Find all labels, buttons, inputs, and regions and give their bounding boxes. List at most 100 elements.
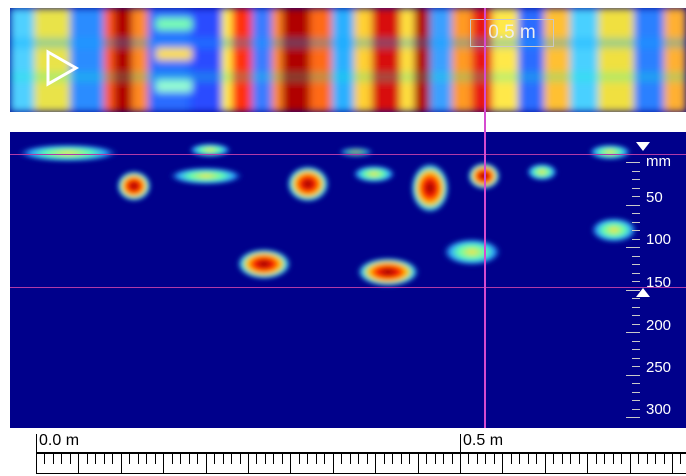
depth-scale-tick: [632, 281, 640, 282]
ruler-minor-tick: [87, 454, 88, 464]
ruler-minor-tick: [375, 454, 376, 473]
depth-scale-tick: [632, 256, 640, 257]
ruler-minor-tick: [36, 454, 37, 473]
depth-label-250: 250: [646, 359, 672, 376]
ruler-minor-tick: [358, 454, 359, 464]
ruler-minor-tick: [519, 454, 520, 464]
ruler-major-tick: [460, 434, 461, 452]
ruler-minor-tick: [587, 454, 588, 473]
ruler-minor-tick: [502, 454, 503, 473]
depth-scale-tick: [632, 409, 640, 410]
depth-scale-tick: [632, 324, 640, 325]
ruler-minor-tick: [189, 454, 190, 464]
ruler-minor-tick: [146, 454, 147, 464]
ruler-minor-tick: [452, 454, 453, 464]
ruler-minor-tick: [528, 454, 529, 464]
depth-scale-tick: [632, 349, 640, 350]
depth-label-50: 50: [646, 189, 663, 206]
depth-scale-tick: [626, 332, 640, 333]
ruler-minor-tick: [613, 454, 614, 464]
ruler-minor-tick: [273, 454, 274, 464]
ruler-minor-tick: [511, 454, 512, 464]
ruler-minor-tick: [121, 454, 122, 473]
depth-scale-tick: [626, 162, 640, 163]
ruler-minor-tick: [180, 454, 181, 464]
depth-scale-tick: [626, 290, 640, 291]
depth-scale-tick: [632, 315, 640, 316]
ruler-minor-tick: [494, 454, 495, 464]
ruler-minor-tick: [426, 454, 427, 464]
ruler-minor-tick: [553, 454, 554, 464]
ruler-minor-tick: [78, 454, 79, 473]
depth-scale-tick: [632, 188, 640, 189]
position-cursor-line[interactable]: [484, 8, 486, 428]
depth-scale-tick: [632, 392, 640, 393]
depth-scale-tick: [632, 264, 640, 265]
ruler-minor-tick: [172, 454, 173, 464]
ruler-minor-tick: [138, 454, 139, 464]
depth-scale-tick: [632, 400, 640, 401]
ruler-minor-tick: [53, 454, 54, 464]
ruler-minor-tick: [290, 454, 291, 473]
depth-slice-panel[interactable]: mm 50 100 150 200 250 300: [10, 132, 686, 428]
depth-label-150: 150: [646, 274, 672, 291]
ruler-minor-tick: [536, 454, 537, 464]
ruler-minor-tick: [485, 454, 486, 464]
ruler-minor-tick: [61, 454, 62, 464]
depth-scale-tick: [632, 383, 640, 384]
ruler-minor-tick: [155, 454, 156, 464]
ruler-minor-tick: [316, 454, 317, 464]
lower-depth-line[interactable]: [10, 287, 686, 288]
down-triangle-icon[interactable]: [636, 142, 650, 151]
ruler-minor-tick: [638, 454, 639, 464]
ruler-minor-tick: [231, 454, 232, 464]
depth-scale-tick: [626, 205, 640, 206]
depth-scale-tick: [632, 222, 640, 223]
ruler-minor-tick: [647, 454, 648, 464]
ruler-minor-tick: [129, 454, 130, 464]
ruler-minor-tick: [418, 454, 419, 473]
ruler-minor-tick: [384, 454, 385, 464]
ruler-minor-tick: [655, 454, 656, 464]
ruler-minor-tick: [562, 454, 563, 464]
ruler-scale-bar: [36, 452, 686, 474]
ruler-minor-tick: [223, 454, 224, 464]
depth-scale-tick: [632, 196, 640, 197]
ruler-minor-tick: [409, 454, 410, 464]
ruler-minor-tick: [163, 454, 164, 473]
depth-slice-image: [16, 143, 638, 287]
ruler-minor-tick: [324, 454, 325, 464]
ruler-minor-tick: [307, 454, 308, 464]
plan-view-panel[interactable]: 0.5 m: [10, 8, 686, 112]
horizontal-ruler: 0.0 m 0.5 m: [36, 432, 686, 476]
ruler-minor-tick: [468, 454, 469, 464]
ruler-minor-tick: [197, 454, 198, 464]
ruler-mid-label: 0.5 m: [463, 432, 504, 449]
ruler-minor-tick: [460, 454, 461, 473]
plan-view-image: [10, 8, 686, 112]
depth-scale-tick: [632, 239, 640, 240]
ruler-minor-tick: [350, 454, 351, 464]
upper-depth-line[interactable]: [10, 154, 686, 155]
depth-scale-tick: [626, 417, 640, 418]
ruler-minor-tick: [367, 454, 368, 464]
ruler-minor-tick: [44, 454, 45, 464]
depth-scale-tick: [626, 375, 640, 376]
depth-scale-tick: [632, 307, 640, 308]
ruler-minor-tick: [95, 454, 96, 464]
ruler-minor-tick: [401, 454, 402, 464]
ruler-minor-tick: [265, 454, 266, 464]
depth-label-100: 100: [646, 231, 672, 248]
depth-scale-tick: [632, 213, 640, 214]
depth-label-200: 200: [646, 317, 672, 334]
ruler-minor-tick: [392, 454, 393, 464]
ruler-minor-tick: [282, 454, 283, 464]
depth-scale-tick: [626, 247, 640, 248]
ruler-minor-tick: [630, 454, 631, 473]
play-icon[interactable]: [44, 48, 80, 88]
up-triangle-icon[interactable]: [636, 288, 650, 297]
ruler-minor-tick: [214, 454, 215, 464]
ruler-minor-tick: [256, 454, 257, 464]
ruler-minor-tick: [206, 454, 207, 473]
ruler-minor-tick: [240, 454, 241, 464]
